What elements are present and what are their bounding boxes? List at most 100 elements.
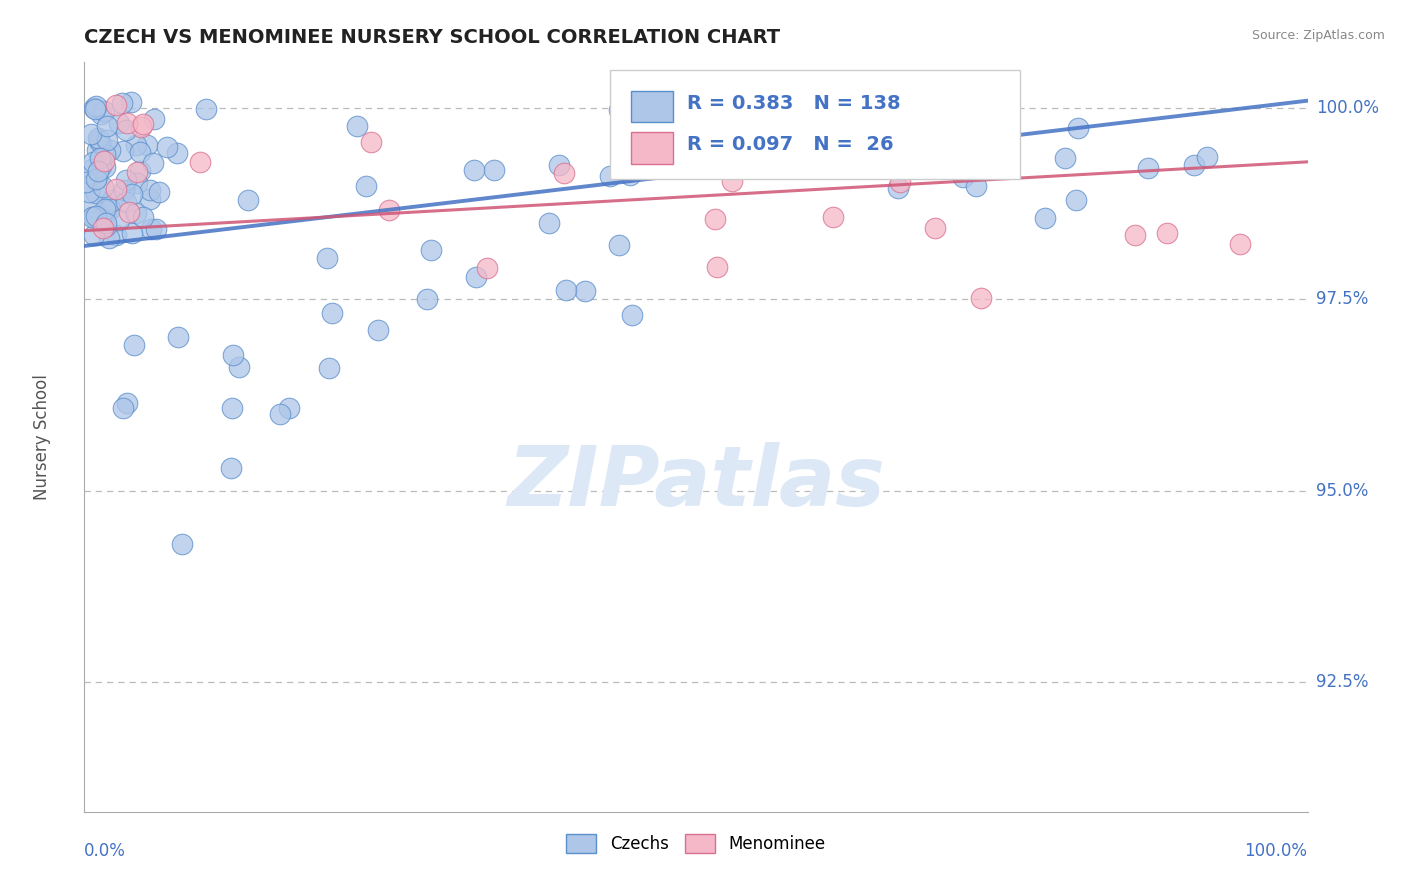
Point <box>574 284 596 298</box>
Point <box>132 117 155 131</box>
Point <box>124 338 146 352</box>
Point <box>115 194 138 209</box>
Point <box>93 153 115 168</box>
Point <box>90 159 112 173</box>
Point <box>120 95 142 109</box>
Point <box>1136 161 1159 175</box>
Point <box>416 293 439 307</box>
Point <box>121 226 143 240</box>
Point <box>129 120 152 134</box>
Text: 100.0%: 100.0% <box>1244 842 1308 860</box>
Point <box>98 143 121 157</box>
Point <box>318 361 340 376</box>
Point <box>619 168 641 182</box>
Point <box>607 237 630 252</box>
Point <box>188 155 211 169</box>
Point <box>80 210 103 224</box>
Text: 97.5%: 97.5% <box>1316 291 1368 309</box>
Point <box>143 112 166 127</box>
Point <box>121 186 143 201</box>
Point <box>104 98 127 112</box>
Point <box>84 99 107 113</box>
Point <box>107 212 129 227</box>
Point <box>464 269 486 284</box>
Text: Source: ZipAtlas.com: Source: ZipAtlas.com <box>1251 29 1385 42</box>
Point <box>969 291 991 305</box>
Point <box>83 228 105 243</box>
Point <box>537 216 560 230</box>
Point <box>360 135 382 149</box>
Point <box>321 306 343 320</box>
Point <box>685 150 707 164</box>
Text: 92.5%: 92.5% <box>1316 673 1368 690</box>
Point <box>1123 227 1146 242</box>
Point <box>89 135 111 149</box>
Point <box>706 260 728 275</box>
Point <box>100 193 122 207</box>
Text: 95.0%: 95.0% <box>1316 482 1368 500</box>
Point <box>924 221 946 235</box>
Point <box>477 260 499 275</box>
Point <box>638 145 661 160</box>
Point <box>94 147 117 161</box>
Point <box>90 212 112 227</box>
Point <box>86 143 108 157</box>
Point <box>378 203 401 218</box>
Point <box>238 194 260 208</box>
Point <box>463 163 485 178</box>
Point <box>925 95 948 109</box>
Point <box>84 103 107 117</box>
Point <box>1182 158 1205 172</box>
Point <box>889 175 911 189</box>
Point <box>97 231 120 245</box>
Point <box>83 211 105 225</box>
Point <box>269 407 291 421</box>
Point <box>96 133 118 147</box>
Point <box>367 323 389 337</box>
Point <box>91 180 114 194</box>
Legend: Czechs, Menominee: Czechs, Menominee <box>560 827 832 860</box>
Point <box>87 130 110 145</box>
Point <box>277 401 299 415</box>
Point <box>821 210 844 224</box>
Point <box>79 195 101 210</box>
Text: 0.0%: 0.0% <box>84 842 127 860</box>
Point <box>98 202 121 216</box>
Point <box>127 176 149 190</box>
Point <box>112 183 135 197</box>
Point <box>1033 211 1056 226</box>
Point <box>221 401 243 415</box>
Point <box>84 186 107 200</box>
Point <box>139 222 162 236</box>
Point <box>354 178 377 193</box>
Point <box>620 309 643 323</box>
Point <box>104 227 127 242</box>
Text: 100.0%: 100.0% <box>1316 99 1379 118</box>
Point <box>128 164 150 178</box>
Point <box>124 137 146 152</box>
Point <box>115 116 138 130</box>
Point <box>83 101 105 115</box>
Point <box>93 103 115 118</box>
Point <box>482 162 505 177</box>
Point <box>1195 150 1218 164</box>
Point <box>703 212 725 227</box>
Point <box>222 348 245 362</box>
Point <box>166 145 188 160</box>
Point <box>1229 237 1251 252</box>
FancyBboxPatch shape <box>631 132 672 163</box>
Point <box>952 169 974 184</box>
Point <box>155 140 177 154</box>
Point <box>346 119 368 133</box>
Point <box>1053 151 1076 165</box>
Point <box>316 251 339 265</box>
Point <box>709 100 731 114</box>
Point <box>129 145 152 159</box>
Point <box>108 115 131 129</box>
Point <box>82 155 104 169</box>
Point <box>139 193 162 207</box>
Point <box>1064 193 1087 207</box>
Point <box>887 181 910 195</box>
Point <box>80 127 103 141</box>
Point <box>104 182 127 196</box>
